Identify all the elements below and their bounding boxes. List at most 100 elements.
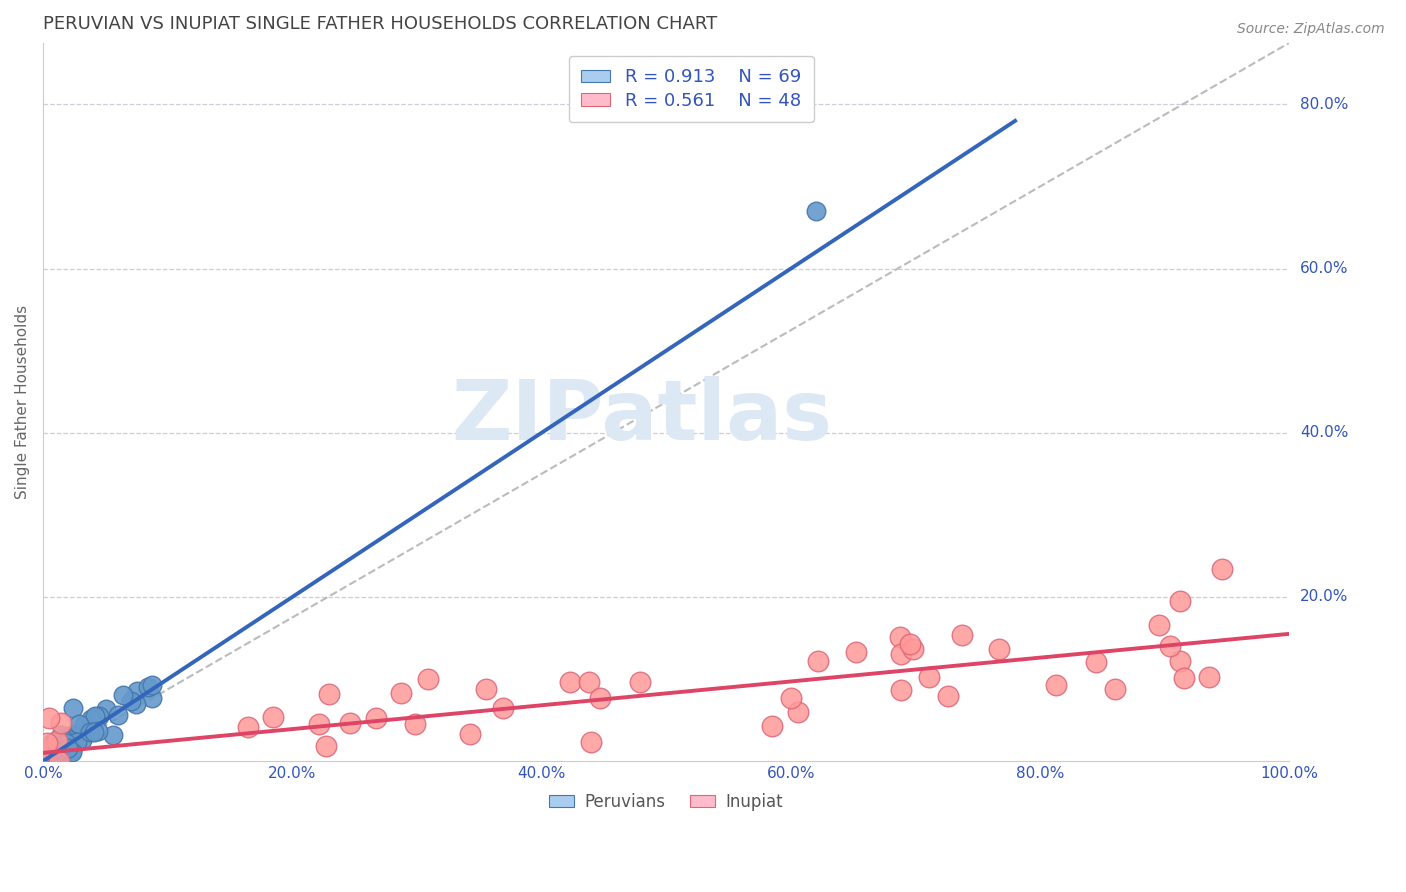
Point (46, 745, 69, 759)
Point (44, 744, 66, 758)
Point (475, 681, 498, 696)
Point (55, 731, 77, 745)
Legend: Peruvians, Inupiat: Peruvians, Inupiat (543, 786, 790, 817)
Point (136, 680, 159, 694)
Point (339, 716, 361, 731)
Point (49, 715, 72, 730)
Point (125, 683, 148, 698)
Point (1198, 669, 1220, 683)
Point (804, 204, 827, 219)
Point (66, 734, 89, 748)
Point (48, 743, 70, 757)
Point (83, 725, 105, 739)
Point (34, 749, 56, 764)
Point (988, 641, 1011, 656)
Point (42, 751, 65, 765)
Point (1045, 678, 1067, 692)
Point (39, 740, 62, 755)
Point (44, 754, 66, 768)
Point (141, 691, 163, 706)
Point (898, 637, 921, 651)
Point (889, 631, 911, 645)
Point (581, 735, 603, 749)
Point (558, 674, 581, 689)
Point (103, 728, 125, 742)
Point (38, 753, 60, 767)
Point (34, 754, 56, 768)
Text: 20.0%: 20.0% (1301, 590, 1348, 605)
Point (45, 745, 67, 759)
Point (35, 741, 58, 756)
Point (37, 753, 59, 767)
Point (39, 746, 62, 760)
Point (1168, 593, 1191, 607)
Point (918, 670, 941, 684)
Point (1170, 654, 1192, 668)
Point (125, 698, 148, 712)
Point (53, 733, 76, 747)
Point (37, 754, 59, 768)
Point (35, 752, 58, 766)
Point (94, 702, 117, 716)
Text: 60.0%: 60.0% (1301, 261, 1348, 277)
Point (34, 754, 56, 768)
Point (141, 678, 163, 692)
Point (890, 683, 912, 698)
Point (62, 701, 84, 715)
Point (416, 673, 439, 687)
Point (34, 754, 56, 768)
Point (845, 645, 868, 659)
Point (308, 716, 330, 731)
Point (37, 754, 59, 768)
Text: Source: ZipAtlas.com: Source: ZipAtlas.com (1237, 22, 1385, 37)
Point (807, 654, 830, 668)
Point (38, 754, 60, 768)
Point (37, 754, 59, 768)
Point (315, 739, 337, 753)
Point (41, 735, 63, 749)
Text: PERUVIAN VS INUPIAT SINGLE FATHER HOUSEHOLDS CORRELATION CHART: PERUVIAN VS INUPIAT SINGLE FATHER HOUSEH… (44, 15, 717, 33)
Point (44, 737, 66, 751)
Point (87, 724, 110, 739)
Point (42, 742, 65, 756)
Point (628, 675, 651, 690)
Point (79, 725, 101, 739)
Point (458, 727, 481, 741)
Text: 40.0%: 40.0% (1301, 425, 1348, 441)
Point (55, 739, 77, 753)
Point (42, 752, 65, 766)
Point (950, 628, 973, 642)
Y-axis label: Single Father Households: Single Father Households (15, 305, 30, 499)
Point (87, 709, 110, 723)
Point (51, 740, 73, 755)
Point (111, 688, 134, 702)
Point (55, 736, 77, 750)
Point (578, 674, 600, 689)
Point (34, 741, 56, 756)
Point (60, 745, 83, 759)
Point (44, 754, 66, 768)
Point (364, 710, 387, 724)
Point (589, 691, 612, 706)
Point (1211, 562, 1233, 576)
Point (60, 740, 83, 755)
Point (48, 754, 70, 768)
Point (35, 736, 58, 750)
Point (38, 711, 60, 725)
Point (120, 694, 142, 708)
Point (262, 710, 284, 724)
Point (492, 701, 515, 715)
Point (60, 728, 83, 742)
Point (780, 690, 803, 705)
Point (56, 741, 79, 756)
Point (46, 734, 69, 748)
Point (42, 744, 65, 758)
Point (60, 742, 83, 756)
Point (39, 754, 62, 768)
Point (107, 708, 129, 723)
Point (70, 732, 93, 747)
Point (1084, 655, 1107, 669)
Point (318, 687, 340, 701)
Text: 80.0%: 80.0% (1301, 97, 1348, 112)
Point (786, 705, 808, 719)
